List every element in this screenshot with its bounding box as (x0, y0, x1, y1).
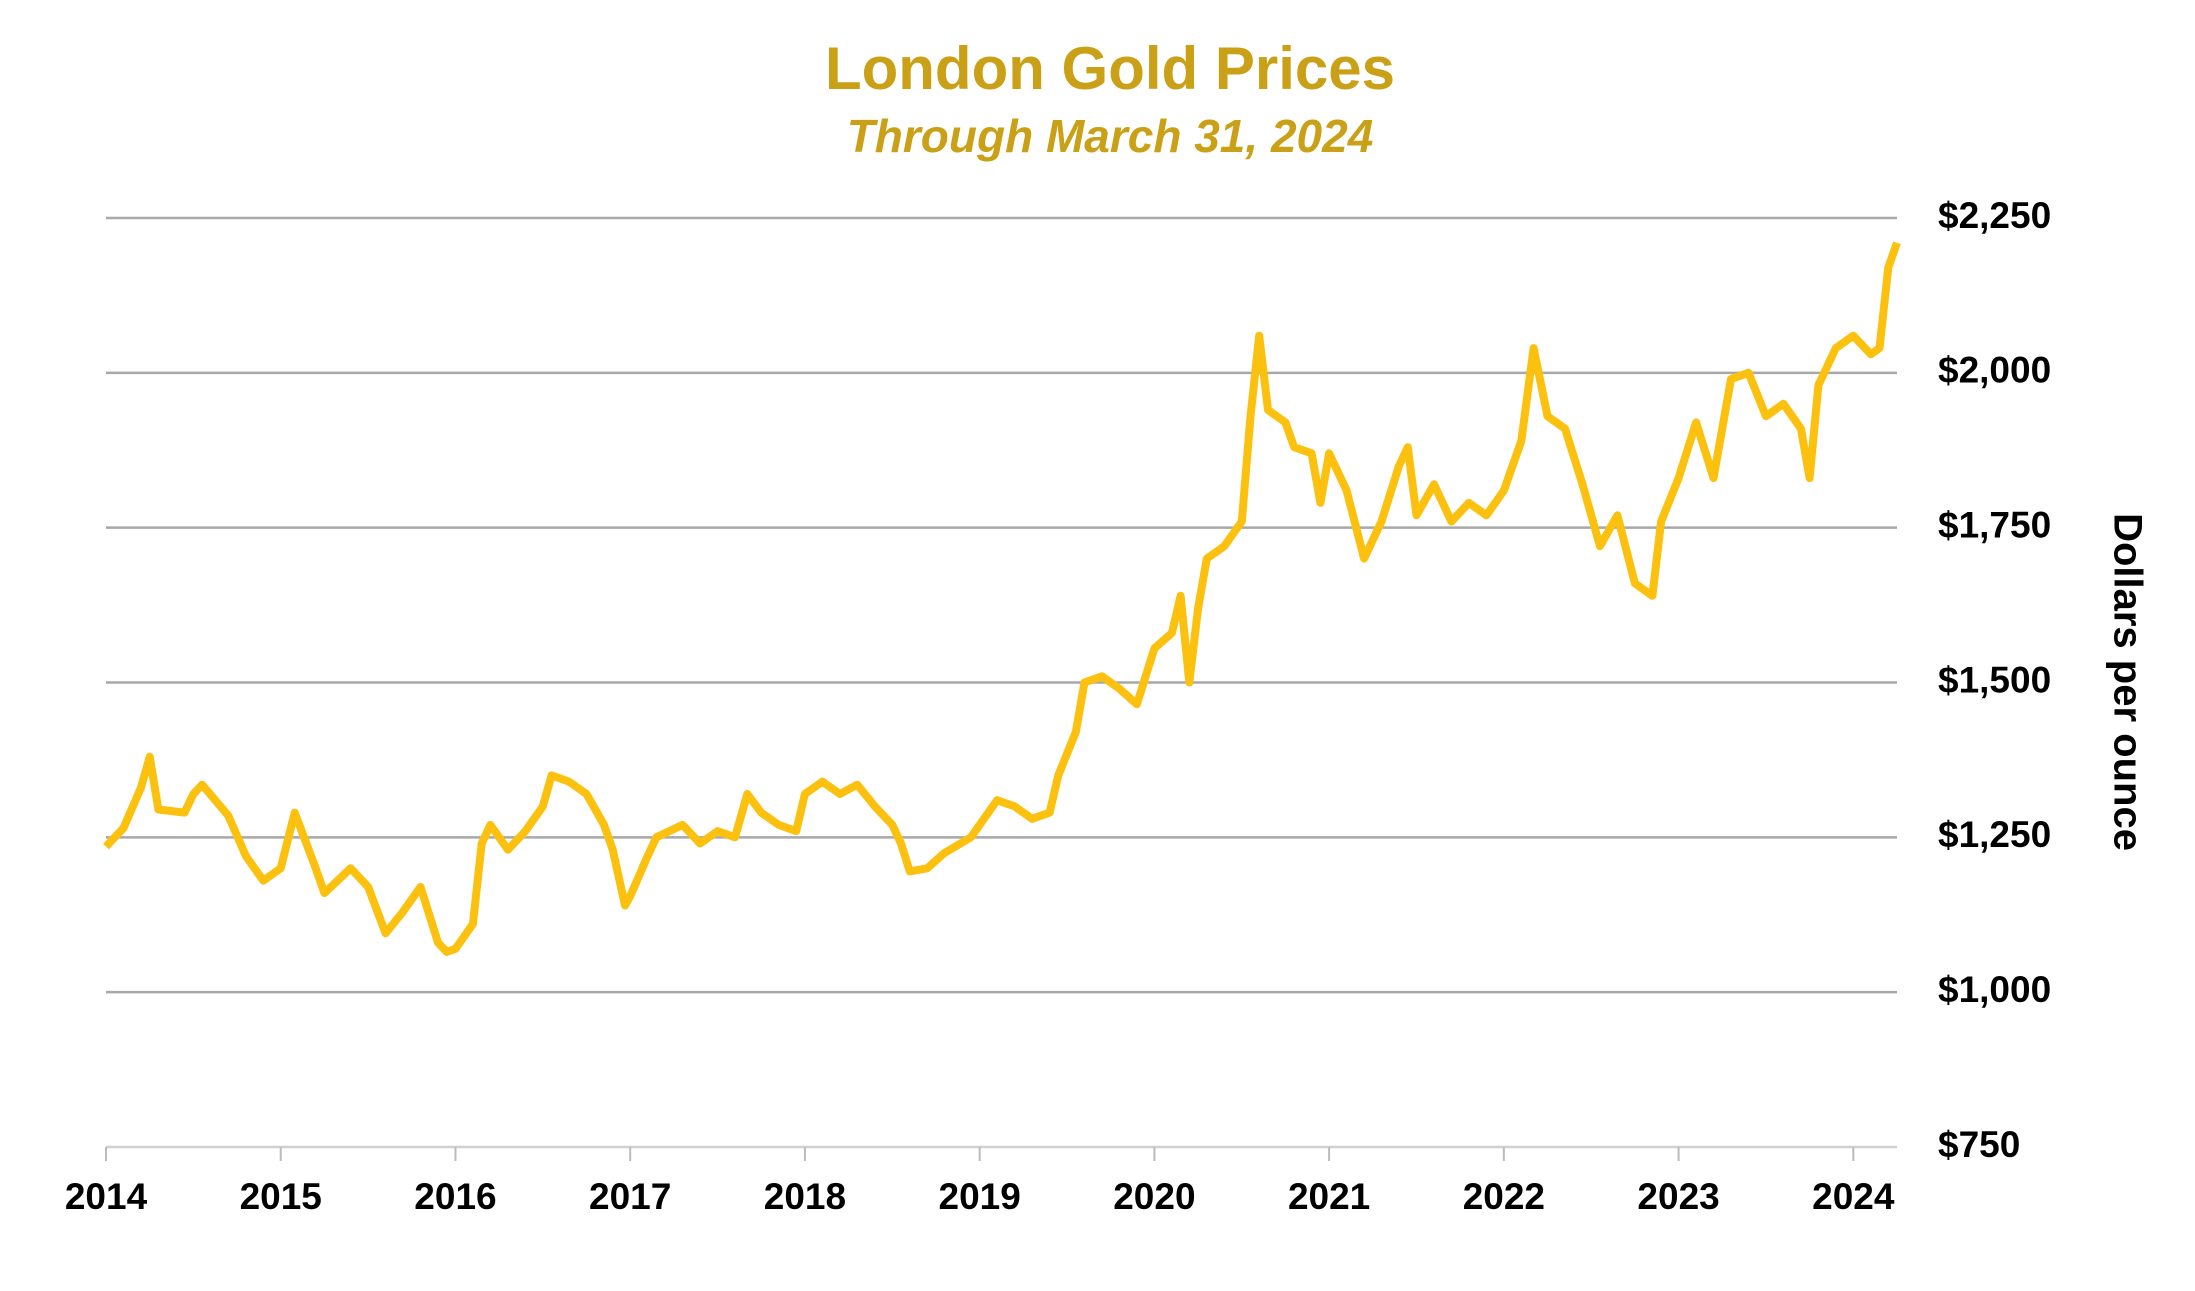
x-tick-label: 2019 (939, 1176, 1021, 1217)
x-tick-label: 2015 (240, 1176, 322, 1217)
x-tick-label: 2017 (589, 1176, 671, 1217)
x-tick-label: 2024 (1812, 1176, 1895, 1217)
y-tick-label: $1,750 (1938, 504, 2051, 545)
x-tick-label: 2014 (65, 1176, 148, 1217)
x-tick-label: 2018 (764, 1176, 846, 1217)
price-line (103, 241, 1901, 956)
y-tick-label: $2,000 (1938, 350, 2051, 391)
y-axis-title: Dollars per ounce (2105, 513, 2149, 851)
chart-title: London Gold Prices (825, 35, 1395, 102)
x-tick-label: 2016 (414, 1176, 496, 1217)
y-tick-label: $1,250 (1938, 814, 2051, 855)
x-tick-label: 2022 (1463, 1176, 1545, 1217)
x-tick-label: 2023 (1637, 1176, 1719, 1217)
y-tick-label: $750 (1938, 1124, 2020, 1165)
y-tick-label: $2,250 (1938, 195, 2051, 236)
y-tick-label: $1,500 (1938, 659, 2051, 700)
x-tick-label: 2021 (1288, 1176, 1370, 1217)
y-tick-label: $1,000 (1938, 969, 2051, 1010)
x-tick-label: 2020 (1113, 1176, 1195, 1217)
chart-subtitle: Through March 31, 2024 (847, 110, 1374, 162)
